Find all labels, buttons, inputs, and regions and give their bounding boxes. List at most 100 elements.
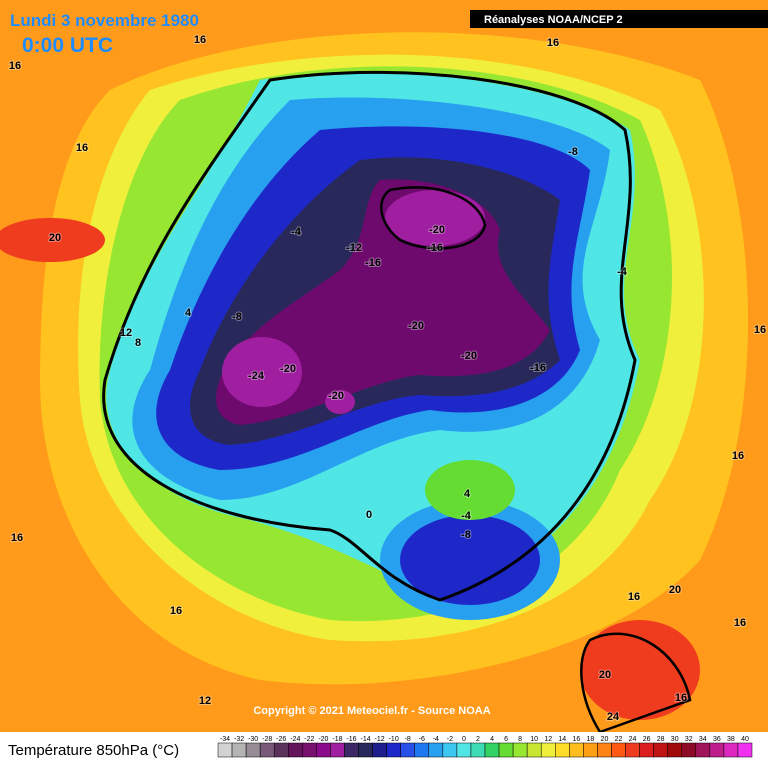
colorbar-swatch [540, 742, 556, 758]
colorbar-tick-label: -24 [290, 736, 300, 743]
colorbar-tick-label: 2 [476, 736, 480, 743]
contour-label: -20 [408, 320, 424, 332]
contour-label: 12 [199, 695, 211, 707]
contour-label: 16 [754, 324, 766, 336]
colorbar-swatch [259, 742, 275, 758]
contour-label: -12 [346, 242, 362, 254]
contour-20 [580, 632, 692, 734]
contour-label: -16 [530, 362, 546, 374]
colorbar-swatch [344, 742, 359, 758]
colorbar-tick-label: -22 [304, 736, 314, 743]
colorbar-swatch [512, 742, 528, 758]
colorbar-swatch [358, 742, 373, 758]
colorbar-tick-label: -26 [276, 736, 286, 743]
contour-label: 16 [76, 142, 88, 154]
colorbar-tick-label: -6 [419, 736, 425, 743]
colorbar-tick-label: -8 [405, 736, 411, 743]
colorbar-swatch [302, 742, 317, 758]
colorbar-tick-label: -16 [346, 736, 356, 743]
zone-minus20-north [385, 190, 485, 246]
colorbar-tick-label: 40 [741, 736, 749, 743]
colorbar-swatch [611, 742, 626, 758]
colorbar-swatch [273, 742, 289, 758]
contour-label: 20 [669, 584, 681, 596]
contour-label: -8 [568, 146, 578, 158]
colorbar-swatch [428, 742, 444, 758]
colorbar-swatch [372, 742, 387, 758]
zone-minus20-west [222, 337, 302, 407]
colorbar-swatch [695, 742, 711, 758]
contour-label: 16 [9, 60, 21, 72]
colorbar-tick-label: -12 [375, 736, 385, 743]
contour-zero [102, 70, 637, 602]
contour-label: -4 [291, 226, 302, 238]
contour-label: -20 [328, 390, 344, 402]
contour-label: 16 [547, 37, 559, 49]
contour-label: -24 [248, 370, 265, 382]
contour-label: 16 [675, 692, 687, 704]
colorbar-swatch [386, 742, 401, 758]
contour-label: -4 [461, 510, 472, 522]
contour-label: 8 [135, 337, 141, 349]
colorbar-tick-label: 36 [713, 736, 721, 743]
contour-label: 16 [734, 617, 746, 629]
contour-label: 24 [607, 711, 620, 723]
colorbar-tick-label: 14 [558, 736, 566, 743]
colorbar-swatch [625, 742, 640, 758]
colorbar-swatch [442, 742, 458, 758]
colorbar-tick-label: -32 [234, 736, 244, 743]
zone-minus8-south [400, 515, 540, 605]
colorbar-swatch [484, 742, 500, 758]
colorbar-swatch [639, 742, 654, 758]
colorbar-swatch [414, 742, 430, 758]
colorbar-tick-label: 32 [685, 736, 693, 743]
colorbar-swatch [681, 742, 697, 758]
contour-label: 16 [628, 591, 640, 603]
colorbar-swatch [569, 742, 584, 758]
contour-label: -4 [617, 266, 628, 278]
colorbar-swatch [288, 742, 303, 758]
colorbar-swatch [217, 742, 233, 758]
colorbar-swatch [597, 742, 612, 758]
colorbar-tick-label: 10 [530, 736, 538, 743]
colorbar-tick-label: -2 [447, 736, 453, 743]
colorbar-tick-label: -14 [360, 736, 370, 743]
colorbar-tick-label: 16 [572, 736, 580, 743]
colorbar-tick-label: 0 [462, 736, 466, 743]
colorbar-tick-label: 38 [727, 736, 735, 743]
colorbar-swatch [400, 742, 415, 758]
colorbar-swatch [583, 742, 598, 758]
colorbar-swatch [498, 742, 514, 758]
colorbar-tick-label: 24 [629, 736, 637, 743]
contour-label: 16 [11, 532, 23, 544]
colorbar-tick-label: 26 [643, 736, 651, 743]
contour-label: -8 [461, 529, 471, 541]
colorbar-swatch [330, 742, 345, 758]
date-title: Lundi 3 novembre 1980 [10, 11, 199, 30]
colorbar-swatch [555, 742, 570, 758]
contour-label: 20 [49, 232, 61, 244]
zone-minus20-center [325, 390, 355, 414]
colorbar-tick-label: -34 [220, 736, 230, 743]
contour-label: 16 [732, 450, 744, 462]
contour-label: -16 [365, 257, 381, 269]
colorbar-tick-label: -18 [332, 736, 342, 743]
colorbar-tick-label: 4 [490, 736, 494, 743]
colorbar-swatch [723, 742, 739, 758]
contour-label: -20 [280, 363, 296, 375]
source-title: Réanalyses NOAA/NCEP 2 [484, 14, 623, 26]
colorbar-swatch [737, 742, 753, 758]
colorbar: -34 -32 -30 -28 -26 -24 -22 -20 -18 -16 -14 -12 -10-… [217, 736, 753, 758]
colorbar-tick-label: 34 [699, 736, 707, 743]
temperature-map: Réanalyses NOAA/NCEP 2 Lundi 3 novembre … [0, 0, 768, 734]
colorbar-tick-label: -4 [433, 736, 439, 743]
colorbar-tick-label: 28 [657, 736, 665, 743]
legend-title: Température 850hPa (°C) [8, 742, 179, 759]
colorbar-tick-label: -28 [262, 736, 272, 743]
contour-label: -20 [461, 350, 477, 362]
colorbar-swatch [456, 742, 472, 758]
colorbar-tick-label: -10 [389, 736, 399, 743]
colorbar-tick-label: -20 [318, 736, 328, 743]
colorbar-tick-label: -30 [248, 736, 258, 743]
